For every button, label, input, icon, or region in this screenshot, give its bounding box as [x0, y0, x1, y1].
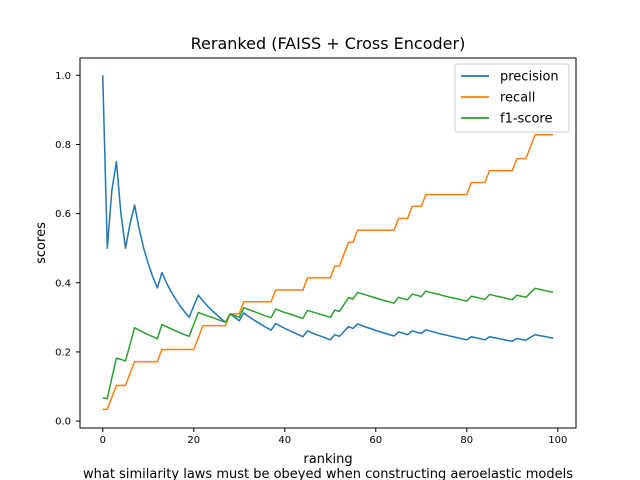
series-line-precision [102, 75, 554, 342]
x-tick-label: 60 [369, 435, 382, 446]
y-tick-label: 1.0 [55, 71, 71, 82]
x-axis-label: ranking [303, 452, 352, 467]
y-axis-label: scores [34, 222, 49, 264]
x-tick-label: 20 [187, 435, 200, 446]
legend-box [454, 63, 570, 133]
x-axis-ticks: 0 20 40 60 80 100 [100, 428, 567, 446]
legend-label-f1-score: f1-score [500, 112, 552, 127]
x-tick-label: 0 [100, 435, 106, 446]
y-tick-label: 0.4 [55, 278, 71, 289]
series-line-recall [102, 134, 554, 411]
plot-lines [102, 75, 554, 411]
legend-label-recall: recall [500, 91, 535, 106]
legend-label-precision: precision [500, 70, 559, 85]
plot-frame [79, 57, 577, 429]
x-tick-label: 100 [548, 435, 567, 446]
y-tick-label: 0.6 [55, 209, 71, 220]
x-tick-label: 80 [460, 435, 473, 446]
legend-entries: precision recall f1-score [461, 70, 559, 127]
series-line-f1-score [102, 287, 554, 400]
chart-title: Reranked (FAISS + Cross Encoder) [191, 34, 466, 53]
y-tick-label: 0.0 [55, 417, 71, 428]
y-axis-ticks: 0.0 0.2 0.4 0.6 0.8 1.0 [55, 71, 80, 428]
y-tick-label: 0.8 [55, 140, 71, 151]
y-tick-label: 0.2 [55, 347, 71, 358]
chart-caption: what similarity laws must be obeyed when… [83, 467, 573, 480]
legend: precision recall f1-score [454, 63, 570, 133]
x-tick-label: 40 [278, 435, 291, 446]
